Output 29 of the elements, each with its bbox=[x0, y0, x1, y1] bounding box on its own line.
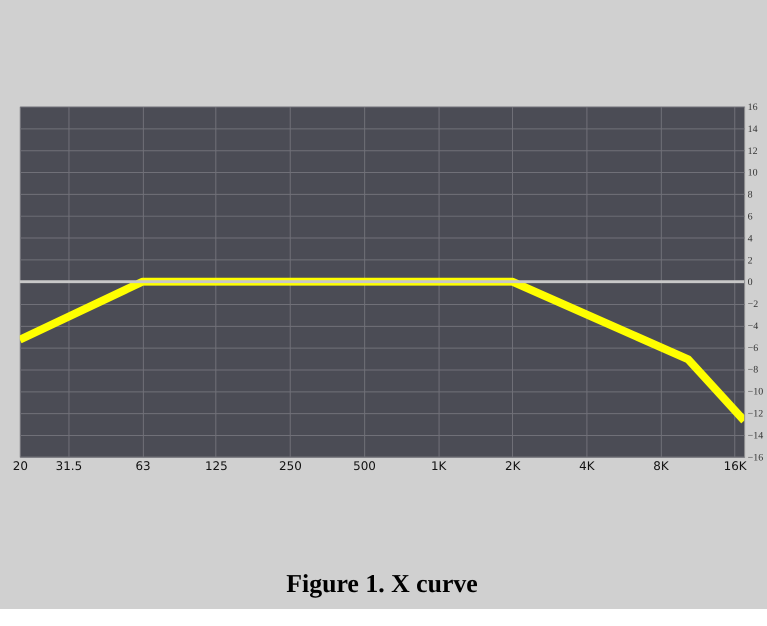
y-tick-label: 6 bbox=[748, 211, 753, 222]
y-tick-label: 10 bbox=[748, 168, 758, 179]
x-tick-label: 4K bbox=[579, 459, 596, 474]
y-tick-label: −14 bbox=[748, 430, 764, 442]
x-tick-label: 1K bbox=[430, 459, 448, 474]
y-tick-label: −2 bbox=[748, 299, 758, 310]
y-tick-label: −12 bbox=[748, 408, 764, 420]
y-tick-label: 4 bbox=[748, 233, 753, 244]
y-tick-label: 14 bbox=[748, 124, 758, 135]
y-tick-label: 16 bbox=[748, 102, 758, 114]
y-tick-label: 2 bbox=[748, 255, 753, 266]
text: Figure 1. X curve bbox=[286, 568, 478, 598]
x-tick-label: 20 bbox=[12, 459, 28, 474]
x-tick-label: 31.5 bbox=[56, 459, 82, 474]
x-tick-label: 63 bbox=[135, 459, 151, 474]
x-tick-label: 16K bbox=[724, 459, 748, 474]
y-tick-label: −6 bbox=[748, 342, 758, 354]
y-tick-label: 8 bbox=[748, 190, 753, 201]
y-tick-label: −8 bbox=[748, 364, 758, 376]
x-tick-label: 125 bbox=[204, 459, 228, 474]
x-tick-label: 8K bbox=[653, 459, 670, 474]
y-tick-label: −16 bbox=[748, 452, 764, 464]
x-tick-label: 2K bbox=[505, 459, 522, 474]
x-tick-label: 500 bbox=[353, 459, 376, 474]
y-tick-label: −10 bbox=[748, 386, 764, 398]
y-tick-label: 0 bbox=[748, 277, 753, 288]
y-tick-label: −4 bbox=[748, 320, 758, 332]
x-tick-label: 250 bbox=[279, 459, 302, 474]
y-tick-label: 12 bbox=[748, 146, 758, 157]
